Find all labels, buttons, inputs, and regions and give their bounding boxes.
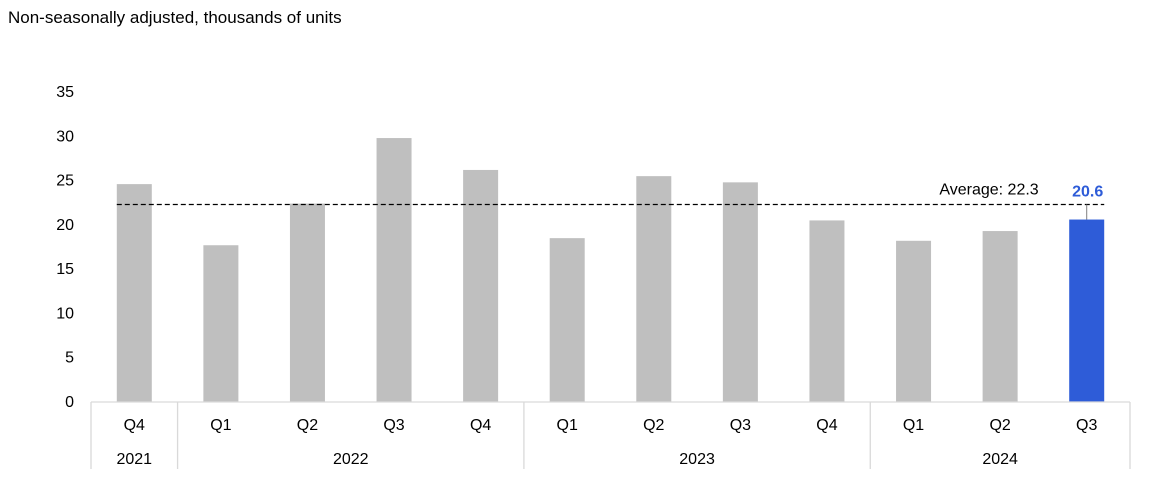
bar (722, 182, 758, 402)
average-label: Average: 22.3 (939, 181, 1038, 198)
bar (982, 231, 1018, 402)
bars (116, 138, 1105, 403)
average-line-group: Average: 22.3 20.6 (116, 181, 1105, 220)
x-tick-label: Q3 (1076, 417, 1097, 434)
y-tick-label: 25 (56, 173, 74, 190)
bar (376, 138, 412, 403)
x-tick-label: Q1 (557, 417, 578, 434)
y-tick-label: 15 (56, 261, 74, 278)
y-tick-label: 35 (56, 84, 74, 101)
bar (116, 184, 152, 402)
x-tick-label: Q2 (643, 417, 664, 434)
bar (896, 240, 932, 402)
x-tick-label: Q3 (730, 417, 751, 434)
bar (463, 169, 499, 402)
y-axis: 0 5 10 15 20 25 30 35 (56, 84, 74, 411)
chart-subtitle: Non-seasonally adjusted, thousands of un… (8, 8, 342, 27)
x-tick-label: Q4 (470, 417, 491, 434)
year-label: 2022 (333, 451, 369, 468)
y-tick-label: 10 (56, 305, 74, 322)
x-tick-label: Q3 (383, 417, 404, 434)
bar (203, 245, 239, 402)
bar (289, 203, 325, 402)
x-tick-label: Q1 (210, 417, 231, 434)
x-tick-label: Q4 (816, 417, 837, 434)
y-tick-label: 0 (65, 394, 74, 411)
x-tick-label: Q2 (297, 417, 318, 434)
x-tick-label: Q1 (903, 417, 924, 434)
bar (809, 220, 845, 402)
y-tick-label: 20 (56, 217, 74, 234)
x-axis: Q4 Q1 Q2 Q3 Q4 Q1 Q2 Q3 Q4 Q1 Q2 Q3 2021 2022 2023 2024 (90, 401, 1131, 469)
year-label: 2021 (116, 451, 152, 468)
highlight-data-label: 20.6 (1072, 183, 1103, 200)
bar (549, 238, 585, 402)
year-label: 2023 (679, 451, 715, 468)
x-tick-label: Q2 (989, 417, 1010, 434)
bar-highlight (1069, 219, 1105, 402)
y-tick-label: 30 (56, 128, 74, 145)
y-tick-label: 5 (65, 350, 74, 367)
year-label: 2024 (982, 451, 1018, 468)
x-tick-label: Q4 (124, 417, 145, 434)
bar (636, 176, 672, 402)
